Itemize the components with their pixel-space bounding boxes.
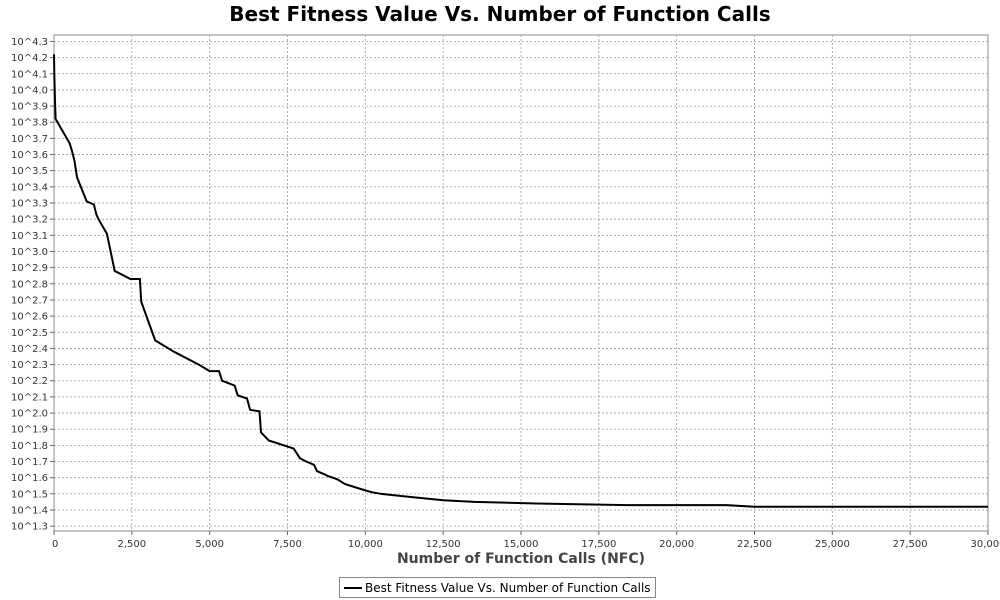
x-tick-label: 30,000 bbox=[971, 539, 1000, 550]
y-tick-label: 10^3.1 bbox=[11, 231, 48, 242]
y-tick-label: 10^1.8 bbox=[11, 441, 48, 452]
x-tick-label: 15,000 bbox=[504, 539, 539, 550]
y-tick-label: 10^3.4 bbox=[11, 182, 48, 193]
chart-title: Best Fitness Value Vs. Number of Functio… bbox=[229, 2, 771, 26]
x-tick-label: 12,500 bbox=[426, 539, 461, 550]
y-tick-label: 10^3.2 bbox=[11, 215, 48, 226]
x-tick-label: 17,500 bbox=[581, 539, 616, 550]
y-tick-label: 10^2.2 bbox=[11, 376, 48, 387]
x-tick-label: 25,000 bbox=[815, 539, 850, 550]
legend-label: Best Fitness Value Vs. Number of Functio… bbox=[365, 580, 651, 595]
y-tick-label: 10^3.5 bbox=[11, 166, 48, 177]
x-tick-label: 27,500 bbox=[893, 539, 928, 550]
y-tick-label: 10^1.5 bbox=[11, 489, 48, 500]
x-tick-label: 2,500 bbox=[118, 539, 147, 550]
y-tick-label: 10^3.0 bbox=[11, 247, 48, 258]
y-tick-label: 10^1.6 bbox=[11, 473, 48, 484]
y-tick-label: 10^3.9 bbox=[11, 102, 48, 113]
legend-swatch bbox=[344, 586, 362, 589]
y-tick-label: 10^1.9 bbox=[11, 425, 48, 436]
x-axis-ticks: 0 2,500 5,000 7,500 10,000 12,500 15,000 17,500… bbox=[52, 531, 1000, 550]
series-line bbox=[53, 54, 988, 508]
y-tick-label: 10^3.7 bbox=[11, 134, 48, 145]
y-tick-label: 10^2.4 bbox=[11, 344, 48, 355]
y-tick-label: 10^2.8 bbox=[11, 279, 48, 290]
x-axis-title: Number of Function Calls (NFC) bbox=[396, 551, 646, 567]
x-tick-label: 22,500 bbox=[737, 539, 772, 550]
y-tick-label: 10^1.7 bbox=[11, 457, 48, 468]
y-tick-label: 10^3.3 bbox=[11, 199, 48, 210]
y-tick-label: 10^2.6 bbox=[11, 312, 48, 323]
y-tick-label: 10^2.1 bbox=[11, 392, 48, 403]
y-tick-label: 10^2.0 bbox=[11, 409, 48, 420]
y-tick-label: 10^1.4 bbox=[11, 505, 48, 516]
y-tick-label: 10^2.7 bbox=[11, 295, 48, 306]
y-tick-label: 10^1.3 bbox=[11, 522, 48, 533]
y-axis-ticks: 10^4.3 10^4.2 10^4.1 10^4.0 10^3.9 10^3.8 10^3… bbox=[11, 37, 54, 533]
grid-lines bbox=[53, 35, 989, 531]
x-tick-label: 7,500 bbox=[273, 539, 302, 550]
y-tick-label: 10^3.6 bbox=[11, 150, 48, 161]
x-tick-label: 5,000 bbox=[195, 539, 224, 550]
legend: Best Fitness Value Vs. Number of Functio… bbox=[339, 577, 656, 598]
y-tick-label: 10^4.0 bbox=[11, 85, 48, 96]
x-tick-label: 10,000 bbox=[348, 539, 383, 550]
y-tick-label: 10^2.5 bbox=[11, 328, 48, 339]
y-tick-label: 10^3.8 bbox=[11, 118, 48, 129]
y-tick-label: 10^4.3 bbox=[11, 37, 48, 48]
y-tick-label: 10^4.1 bbox=[11, 69, 48, 80]
x-tick-label: 20,000 bbox=[659, 539, 694, 550]
y-tick-label: 10^2.3 bbox=[11, 360, 48, 371]
series-layer bbox=[53, 54, 988, 508]
y-tick-label: 10^2.9 bbox=[11, 263, 48, 274]
y-tick-label: 10^4.2 bbox=[11, 53, 48, 64]
x-tick-label: 0 bbox=[52, 539, 58, 550]
